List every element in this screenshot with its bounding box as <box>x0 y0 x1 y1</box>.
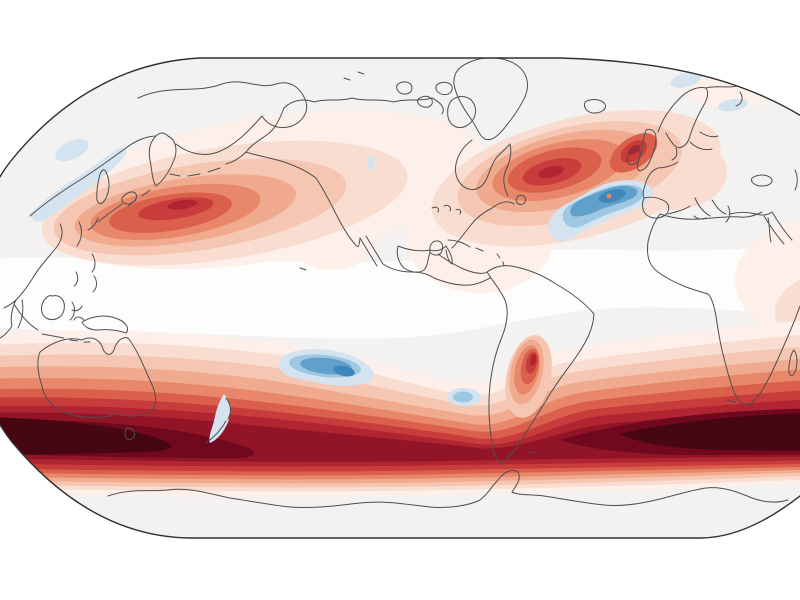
coastline-taiwan <box>73 271 79 287</box>
coastline-greenland <box>453 58 529 141</box>
coastline-svalbard <box>699 61 725 67</box>
coastline-new-zealand <box>205 397 231 444</box>
coastline-namerica-west <box>245 151 361 247</box>
coastline-newfoundland <box>515 194 526 205</box>
barents-cold-spot-2 <box>718 98 748 112</box>
coastline-australia <box>37 337 157 419</box>
uk-contour-8 <box>627 144 641 156</box>
coastline-anatolia-levant <box>729 211 773 216</box>
coastline-caribbean-islands <box>447 239 505 267</box>
map-outline-stroke <box>0 57 800 539</box>
coastline-red-sea-nile <box>763 211 793 245</box>
coastline-iberia <box>642 196 670 219</box>
swatl-contour-8 <box>530 354 537 366</box>
coastline-africa-west <box>647 213 751 405</box>
coastlines <box>0 58 800 509</box>
coastline-iceland <box>584 99 606 114</box>
coastline-sulawesi <box>69 301 83 321</box>
sw-atlantic-warm-tongue <box>505 335 552 418</box>
coastline-chukotka-koryak <box>175 115 263 155</box>
coastline-philippines <box>91 253 97 293</box>
coastline-south-america <box>486 265 595 465</box>
coastline-baltic <box>689 131 719 151</box>
nz-east-cold-sliver <box>209 394 231 443</box>
anomaly-field <box>0 36 800 509</box>
coastline-south-georgia <box>725 399 737 403</box>
coastline-mexico-pacific <box>382 263 491 286</box>
coastline-baja <box>359 235 384 267</box>
coastline-africa-east <box>749 305 800 405</box>
coastline-indochina <box>0 299 17 339</box>
spacific-cold-patch-contour-4 <box>333 365 355 377</box>
coastline-hokkaido <box>121 191 137 205</box>
coastline-korea <box>76 221 82 247</box>
coastline-antarctica <box>107 469 789 509</box>
coastline-kamchatka <box>148 132 177 187</box>
coastline-central-america-caribbean <box>437 253 488 274</box>
coastline-us-east <box>451 201 515 249</box>
coastline-caspian <box>794 169 798 191</box>
coastline-okhotsk-shore <box>29 135 157 217</box>
coastline-ireland <box>626 147 641 165</box>
coastline-siberia-arctic <box>137 81 308 129</box>
spacific-small-cold-2 <box>453 391 473 403</box>
coastline-labrador <box>503 143 512 197</box>
coastline-malay-sumatra <box>13 299 39 331</box>
coastline-alaska-west <box>225 107 285 165</box>
nw-pacific-contour-8 <box>167 199 198 210</box>
coastline-yucatan <box>429 240 444 256</box>
coastline-madagascar <box>788 349 798 377</box>
coastline-hawaii <box>299 267 307 271</box>
southern-band-contour-level-11-west <box>0 416 172 456</box>
coastline-arctic-islands <box>396 81 453 108</box>
coastline-honshu-kyushu <box>87 203 123 231</box>
coastline-borneo <box>41 295 65 321</box>
southern-band-contour-level-11-east <box>620 411 800 451</box>
coastline-tasmania <box>124 427 136 440</box>
coastline-africa-north <box>659 211 763 220</box>
hudson-cold-dot <box>367 156 375 170</box>
coastline-britain <box>636 128 657 171</box>
barents-cold-spot-1 <box>670 72 702 88</box>
coastline-florida <box>445 245 453 265</box>
coastline-new-guinea <box>73 315 129 334</box>
coastline-hudson-bay <box>455 139 511 191</box>
coastline-aleutians <box>169 167 221 177</box>
coastline-wrangel-islands <box>343 71 365 81</box>
coastline-falklands <box>527 451 537 454</box>
coastline-java <box>41 333 91 343</box>
coastline-baffin <box>447 96 477 129</box>
natl-contour-8 <box>538 165 564 179</box>
coastline-denmark-lowlands <box>642 147 679 199</box>
nw-pacific-warm-band <box>40 110 486 270</box>
natl-cold-blob-contour-4 <box>598 189 626 203</box>
coastline-china <box>3 223 63 309</box>
natl-cold-blob-warm-dot <box>606 193 612 199</box>
coastline-sakhalin <box>96 169 110 205</box>
coastline-mediterranean-north <box>667 199 731 223</box>
coastline-north-america-arctic <box>283 97 444 115</box>
coastline-great-lakes <box>431 204 462 215</box>
coastline-scandinavia <box>657 87 709 149</box>
okhotsk-cold-spot <box>55 138 89 162</box>
arctic-siberia-cold-spot <box>92 36 138 60</box>
okhotsk-cold-strip <box>30 147 127 222</box>
coastline-black-sea <box>751 174 773 187</box>
